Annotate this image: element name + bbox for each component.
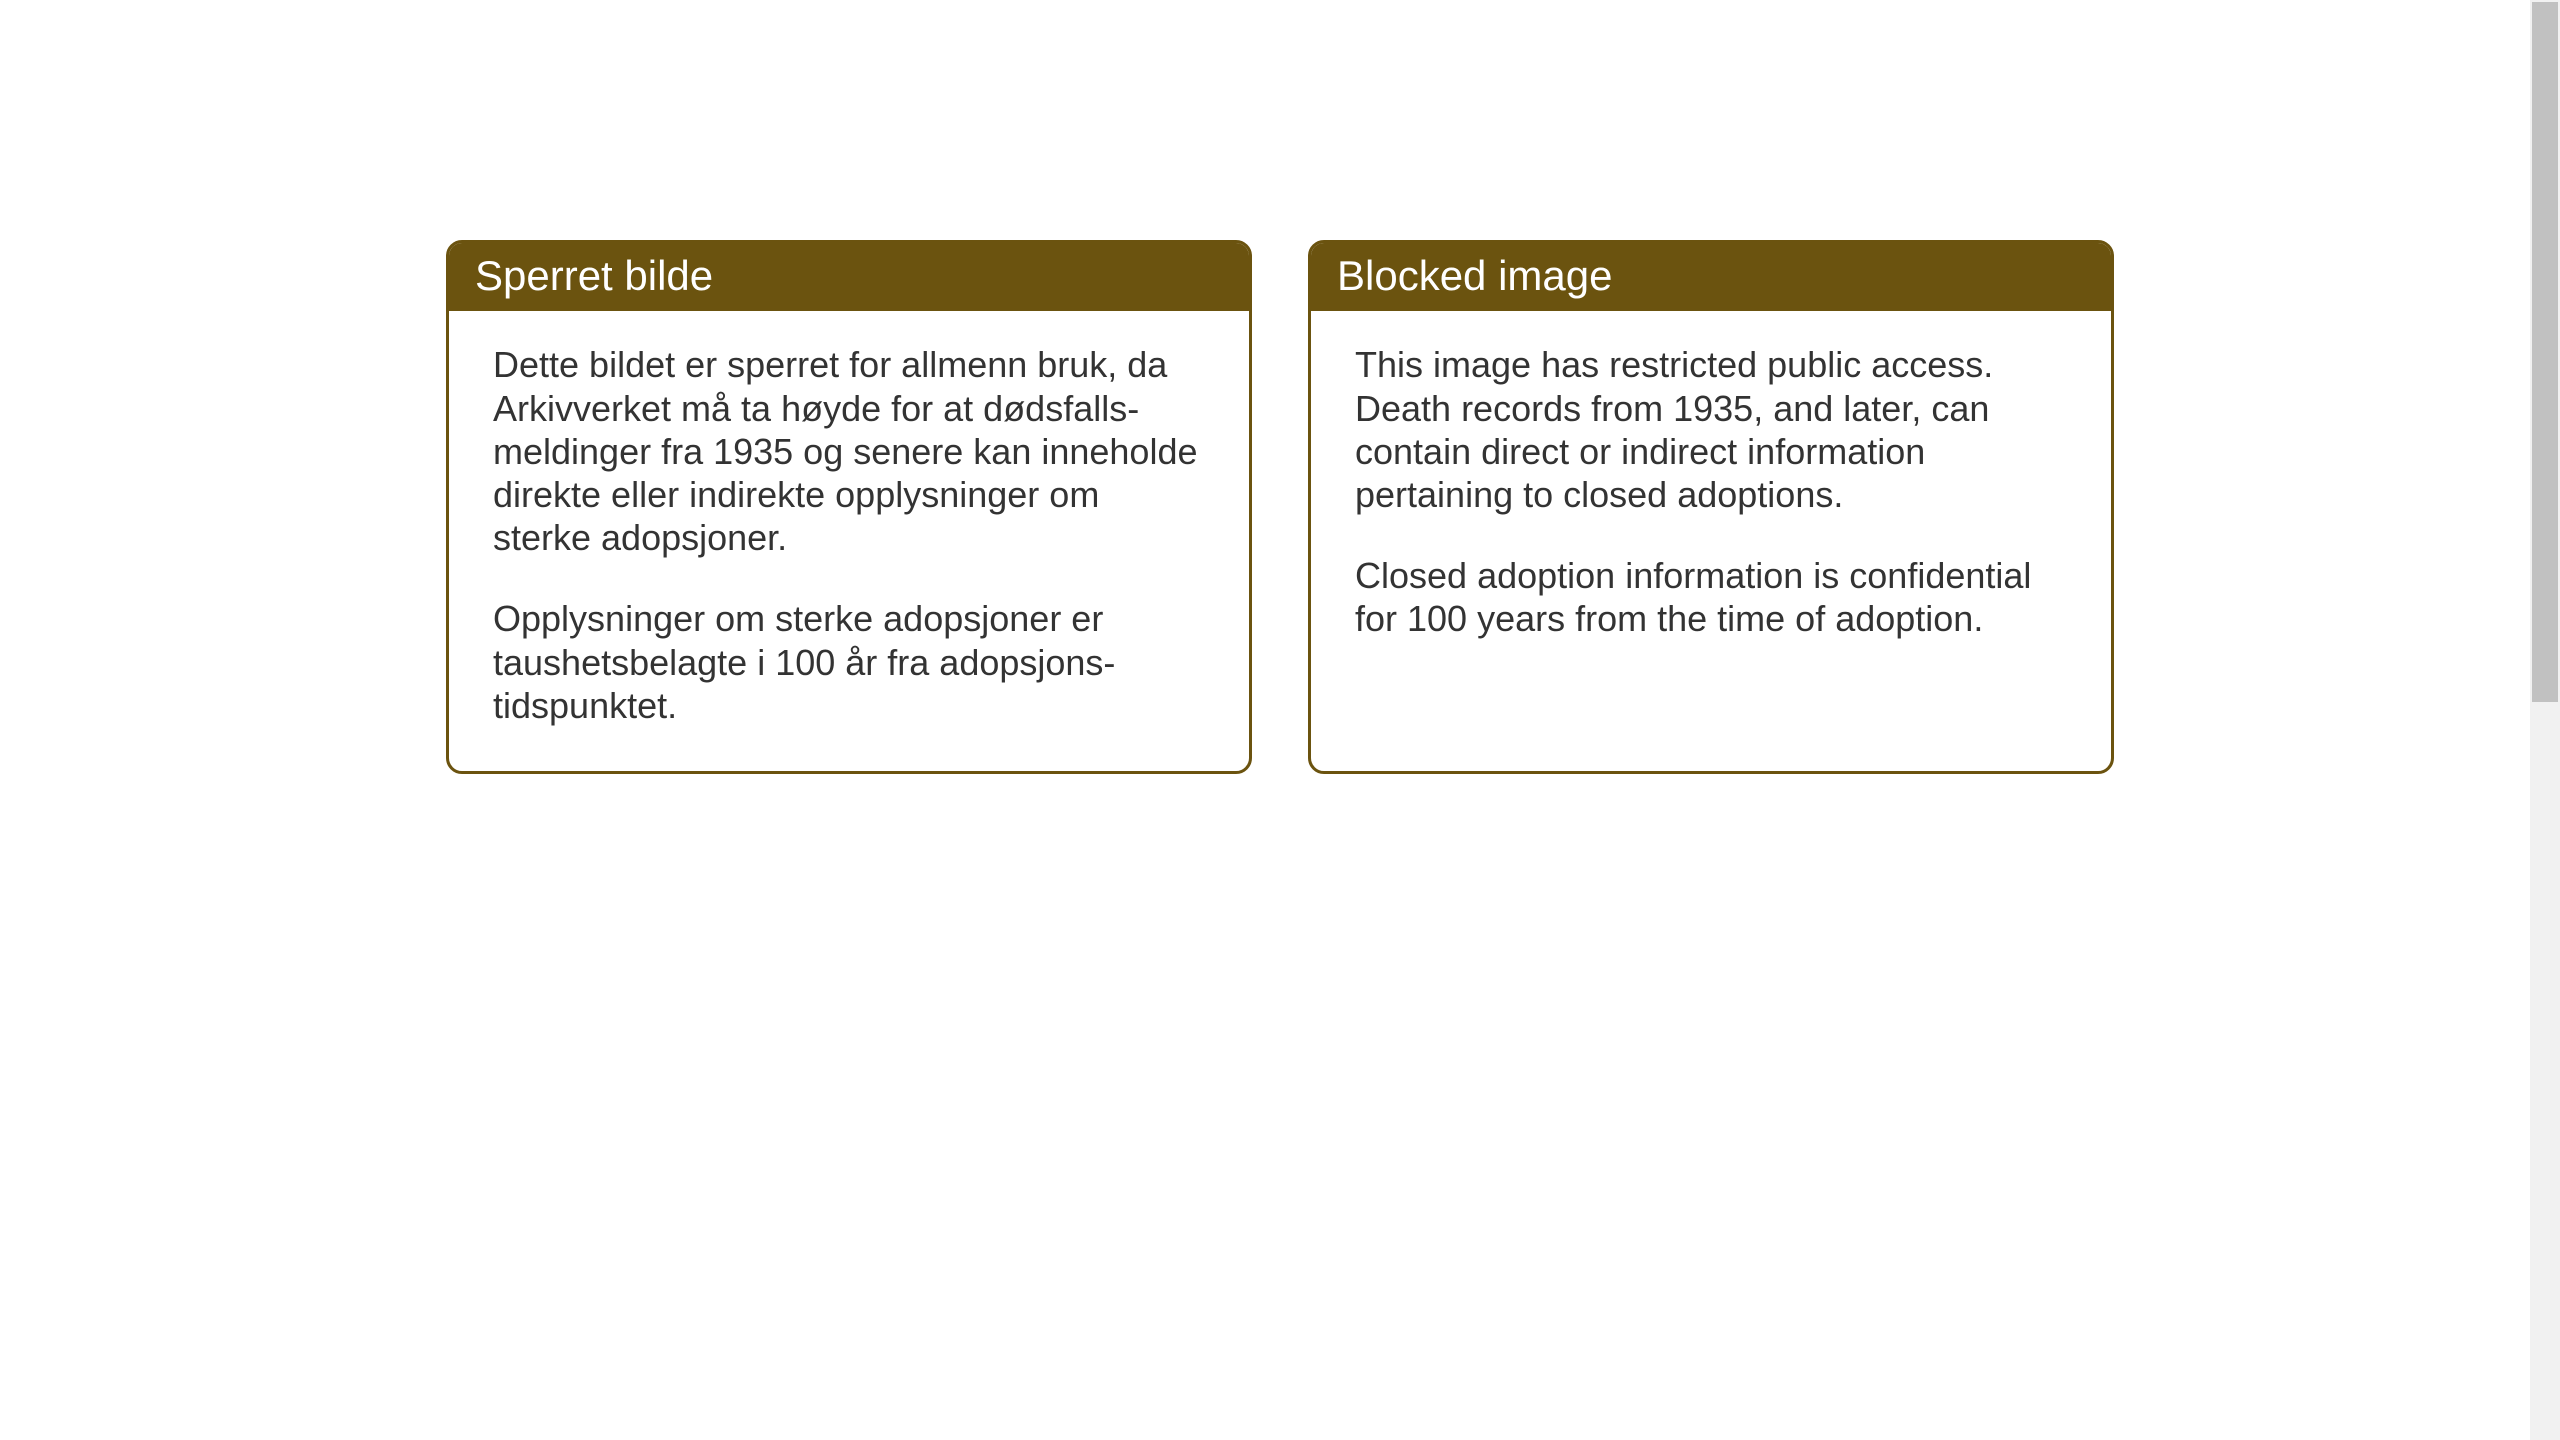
notice-header-norwegian: Sperret bilde — [449, 243, 1249, 311]
notice-paragraph-2-english: Closed adoption information is confident… — [1355, 554, 2067, 640]
scrollbar-thumb[interactable] — [2532, 2, 2558, 702]
notice-body-english: This image has restricted public access.… — [1311, 311, 2111, 684]
notice-paragraph-1-norwegian: Dette bildet er sperret for allmenn bruk… — [493, 343, 1205, 559]
notices-container: Sperret bilde Dette bildet er sperret fo… — [446, 240, 2114, 774]
notice-header-english: Blocked image — [1311, 243, 2111, 311]
scrollbar-track[interactable] — [2530, 0, 2560, 1440]
notice-box-norwegian: Sperret bilde Dette bildet er sperret fo… — [446, 240, 1252, 774]
notice-paragraph-1-english: This image has restricted public access.… — [1355, 343, 2067, 516]
notice-paragraph-2-norwegian: Opplysninger om sterke adopsjoner er tau… — [493, 597, 1205, 727]
notice-body-norwegian: Dette bildet er sperret for allmenn bruk… — [449, 311, 1249, 771]
notice-box-english: Blocked image This image has restricted … — [1308, 240, 2114, 774]
